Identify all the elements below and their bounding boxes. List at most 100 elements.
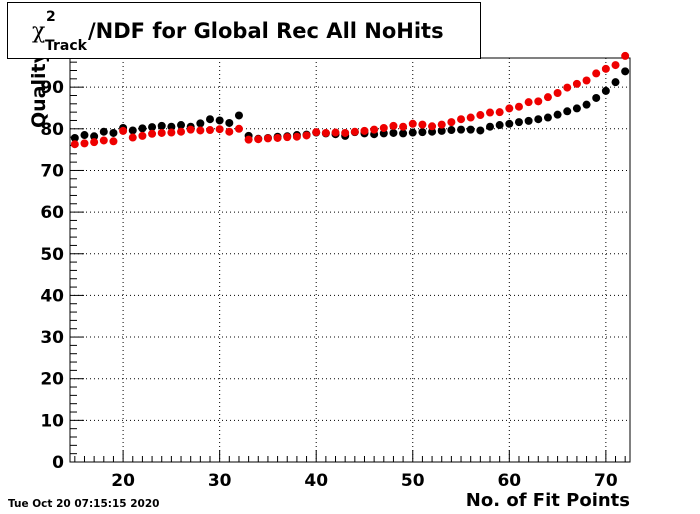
point-series-red xyxy=(408,119,417,128)
point-series-red xyxy=(563,83,572,92)
point-series-red xyxy=(495,108,504,117)
point-series-black xyxy=(592,93,601,102)
title-chi: χ xyxy=(32,19,46,44)
point-series-red xyxy=(389,121,398,130)
x-tick-label: 20 xyxy=(111,471,135,491)
point-series-red xyxy=(157,128,166,137)
point-series-red xyxy=(447,118,456,127)
point-series-black xyxy=(553,110,562,119)
point-series-red xyxy=(263,134,272,143)
point-series-red xyxy=(177,127,186,136)
point-series-black xyxy=(582,100,591,109)
title-main: /NDF for Global Rec All NoHits xyxy=(88,19,444,43)
point-series-black xyxy=(476,126,485,135)
point-series-black xyxy=(128,126,137,135)
x-tick-label: 60 xyxy=(497,471,521,491)
point-series-black xyxy=(486,122,494,131)
y-tick-label: 30 xyxy=(40,328,64,348)
point-series-black xyxy=(495,121,504,130)
point-series-black xyxy=(437,126,446,135)
point-series-black xyxy=(196,119,205,128)
point-series-red xyxy=(457,115,466,124)
point-series-red xyxy=(621,51,630,60)
y-tick-label: 60 xyxy=(40,203,64,223)
point-series-red xyxy=(292,132,301,141)
point-series-black xyxy=(90,132,99,141)
point-series-red xyxy=(486,108,494,117)
x-tick-label: 70 xyxy=(594,471,618,491)
point-series-black xyxy=(534,115,543,124)
y-tick-label: 20 xyxy=(40,370,64,390)
y-tick-label: 10 xyxy=(40,411,64,431)
point-series-red xyxy=(360,126,369,135)
y-tick-label: 0 xyxy=(52,453,64,473)
y-tick-label: 90 xyxy=(40,78,64,98)
point-series-red xyxy=(273,133,282,142)
point-series-red xyxy=(379,123,388,132)
point-series-red xyxy=(592,69,601,78)
point-series-black xyxy=(621,67,630,76)
point-series-black xyxy=(157,121,166,130)
point-series-black xyxy=(99,127,108,136)
point-series-red xyxy=(119,126,128,135)
point-series-red xyxy=(505,104,514,113)
point-series-red xyxy=(234,124,243,133)
point-series-red xyxy=(418,120,427,129)
x-tick-label: 40 xyxy=(304,471,328,491)
x-tick-label: 50 xyxy=(401,471,425,491)
point-series-red xyxy=(437,120,446,129)
point-series-red xyxy=(148,129,157,138)
point-series-black xyxy=(109,128,118,137)
date-stamp: Tue Oct 20 07:15:15 2020 xyxy=(8,498,160,510)
chart-title-box: χ 2 Track /NDF for Global Rec All NoHits xyxy=(7,2,481,59)
point-series-black xyxy=(234,111,243,120)
point-series-red xyxy=(572,79,581,88)
point-series-red xyxy=(370,125,379,134)
point-series-red xyxy=(582,76,591,85)
point-series-black xyxy=(505,119,514,128)
point-series-red xyxy=(524,98,533,107)
tick-labels: 20 30 40 50 60 70 0 10 20 30 40 50 60 70 80 90 xyxy=(40,78,618,491)
point-series-black xyxy=(80,131,89,140)
point-series-red xyxy=(99,136,108,145)
point-series-red xyxy=(283,133,292,142)
point-series-black xyxy=(177,121,186,130)
point-series-red xyxy=(399,122,408,131)
point-series-black xyxy=(563,107,572,116)
point-series-red xyxy=(128,133,137,142)
point-series-red xyxy=(321,128,330,137)
point-series-red xyxy=(80,139,89,148)
point-series-red xyxy=(206,126,214,135)
point-series-black xyxy=(572,104,581,113)
y-axis-title: Quality xyxy=(28,58,50,128)
point-series-red xyxy=(225,127,234,136)
point-series-black xyxy=(399,129,408,138)
point-series-black xyxy=(148,123,157,132)
point-series-black xyxy=(466,125,475,134)
title-superscript: 2 xyxy=(46,9,56,25)
point-series-black xyxy=(514,118,523,127)
point-series-red xyxy=(90,138,99,147)
y-tick-label: 70 xyxy=(40,161,64,181)
point-series-black xyxy=(225,118,234,127)
point-series-black xyxy=(408,128,417,137)
point-series-black xyxy=(206,115,214,124)
point-series-black xyxy=(70,133,79,142)
y-tick-label: 80 xyxy=(40,120,64,140)
point-series-black xyxy=(167,122,176,131)
point-series-black xyxy=(447,126,456,135)
point-series-red xyxy=(138,131,147,140)
point-series-red xyxy=(553,88,562,97)
point-series-black xyxy=(138,124,147,133)
point-series-red xyxy=(312,128,321,137)
point-series-red xyxy=(186,125,195,134)
point-series-black xyxy=(543,113,552,122)
point-series-red xyxy=(244,135,253,144)
point-series-red xyxy=(428,122,437,131)
axis-ticks xyxy=(70,61,626,463)
point-series-black xyxy=(611,78,620,87)
x-tick-label: 30 xyxy=(208,471,232,491)
point-series-red xyxy=(109,137,118,146)
point-series-red xyxy=(302,131,311,140)
